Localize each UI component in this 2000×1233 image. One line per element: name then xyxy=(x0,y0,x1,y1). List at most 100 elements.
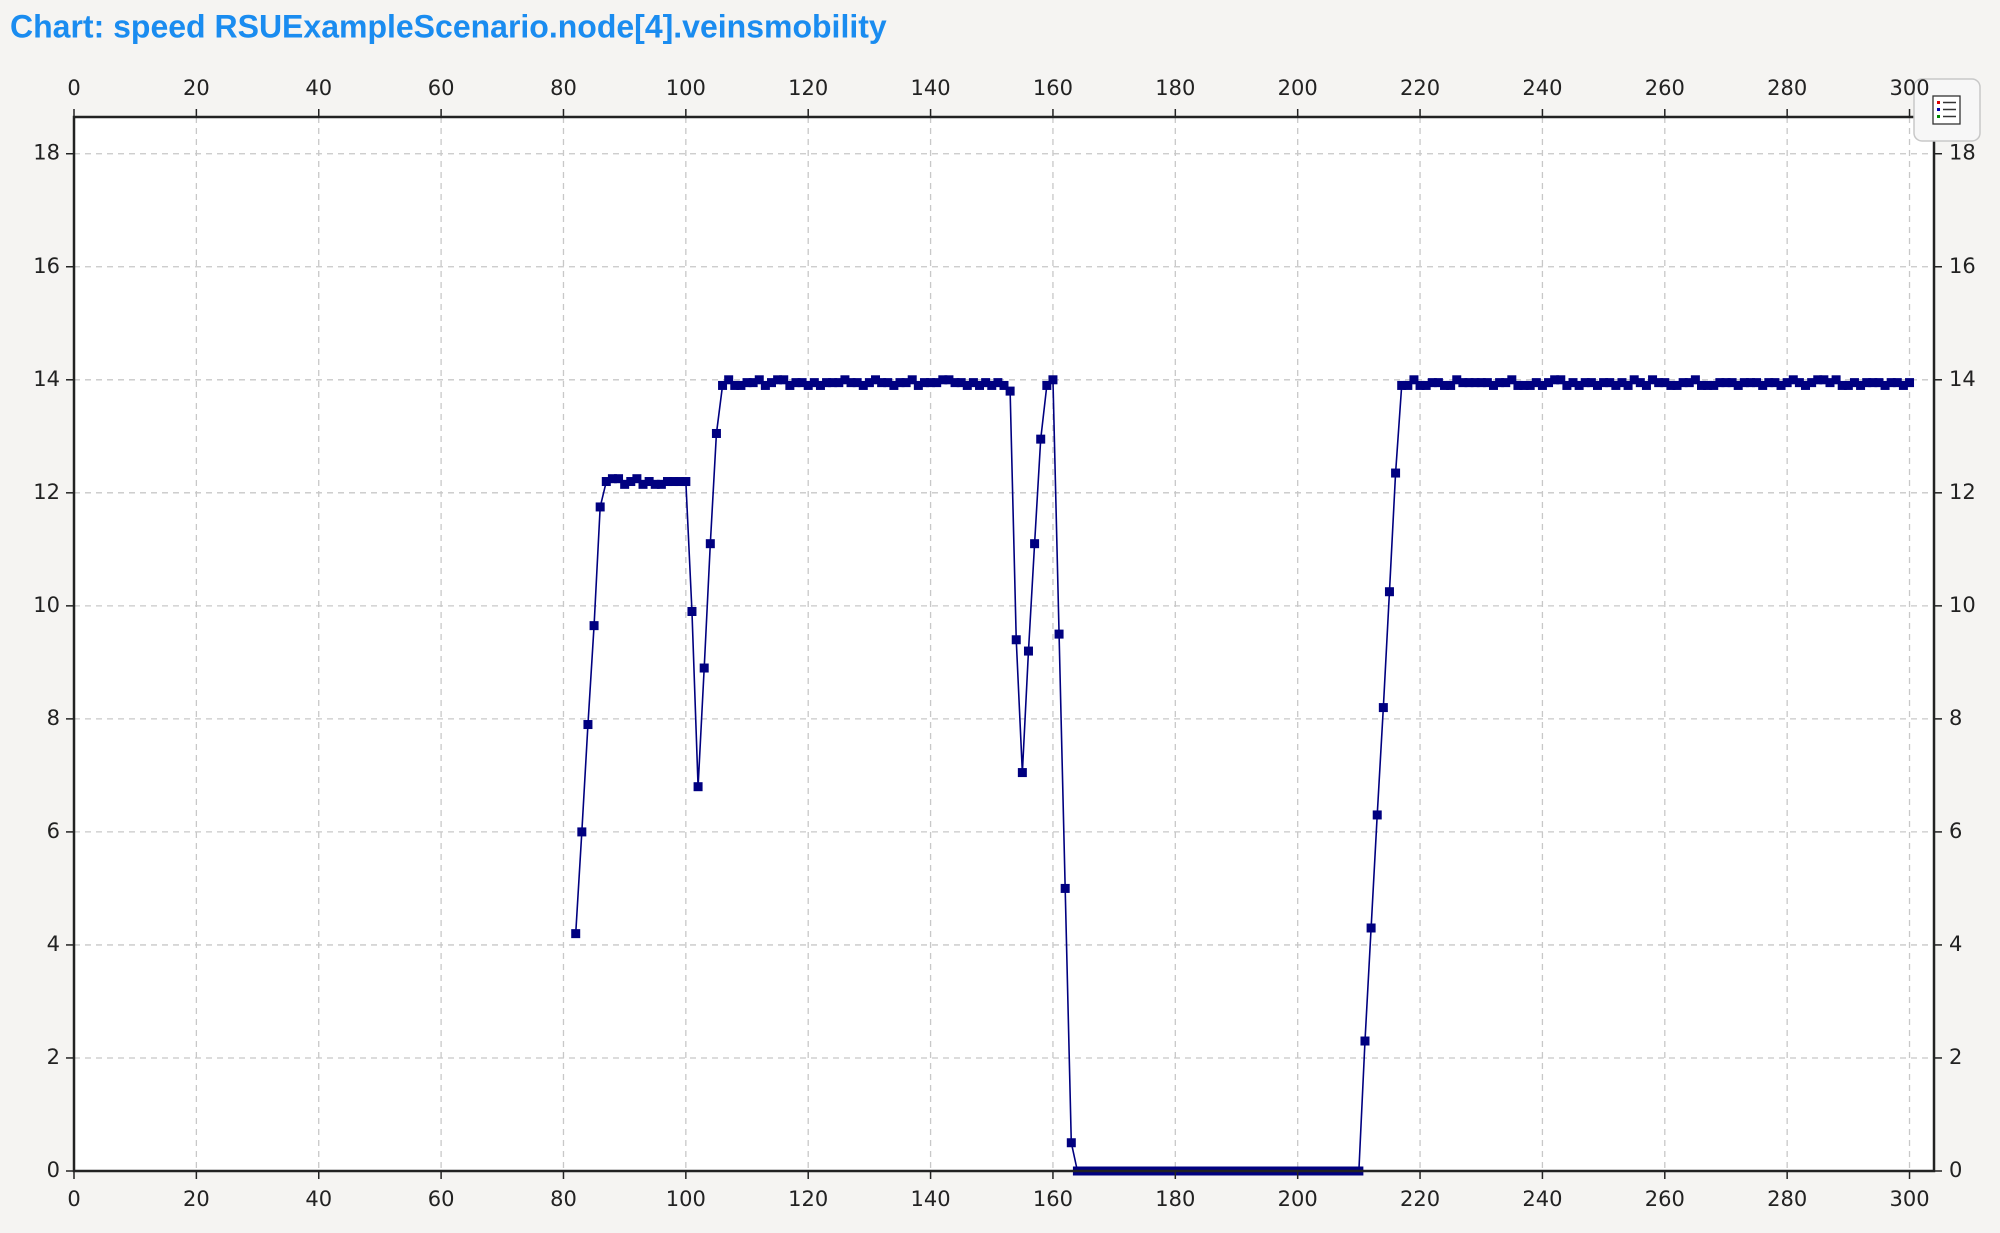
data-point xyxy=(626,477,636,487)
data-point xyxy=(1715,378,1725,388)
data-point xyxy=(1660,378,1670,388)
data-point xyxy=(1537,380,1547,390)
data-point xyxy=(1446,380,1456,390)
data-point xyxy=(779,375,789,385)
y-tick-label-right: 14 xyxy=(1949,367,1976,391)
data-point xyxy=(1868,378,1878,388)
data-point xyxy=(1678,378,1688,388)
data-point xyxy=(975,380,985,390)
data-point xyxy=(932,378,942,388)
data-point xyxy=(1862,378,1872,388)
data-point xyxy=(1654,378,1664,388)
data-point xyxy=(1605,378,1615,388)
data-point xyxy=(1617,378,1627,388)
data-point xyxy=(1629,375,1639,385)
legend-button[interactable] xyxy=(1913,78,1981,142)
data-point xyxy=(1556,375,1566,385)
data-point xyxy=(1745,378,1755,388)
x-tick-label-top: 260 xyxy=(1645,76,1685,100)
data-point xyxy=(938,375,948,385)
data-point xyxy=(662,477,672,487)
data-point xyxy=(1550,375,1560,385)
data-point xyxy=(1409,375,1419,385)
data-point xyxy=(1794,378,1804,388)
y-tick-label: 2 xyxy=(47,1045,60,1069)
data-point xyxy=(1641,380,1651,390)
data-point xyxy=(1880,380,1890,390)
y-tick-label: 12 xyxy=(33,480,60,504)
data-point xyxy=(1886,378,1896,388)
y-tick-label: 4 xyxy=(47,932,60,956)
data-point xyxy=(962,380,972,390)
data-point xyxy=(1568,378,1578,388)
x-tick-label: 140 xyxy=(911,1187,951,1211)
data-point xyxy=(1488,380,1498,390)
data-point xyxy=(687,607,697,617)
data-point xyxy=(1048,375,1058,385)
data-point xyxy=(981,378,991,388)
data-point xyxy=(993,378,1003,388)
data-point xyxy=(1366,923,1376,933)
data-point xyxy=(669,477,679,487)
data-point xyxy=(1782,378,1792,388)
y-tick-label: 6 xyxy=(47,819,60,843)
data-point xyxy=(1391,468,1401,478)
data-point xyxy=(773,375,783,385)
data-point xyxy=(638,479,648,489)
data-point xyxy=(999,380,1009,390)
data-point xyxy=(1440,380,1450,390)
data-point xyxy=(1452,375,1462,385)
x-tick-label: 240 xyxy=(1522,1187,1562,1211)
data-point xyxy=(1372,810,1382,820)
data-point xyxy=(803,380,813,390)
data-point xyxy=(1580,378,1590,388)
data-point xyxy=(1519,380,1529,390)
y-tick-label: 0 xyxy=(47,1158,60,1182)
data-point xyxy=(797,378,807,388)
data-point xyxy=(1697,380,1706,390)
x-tick-label-top: 240 xyxy=(1522,76,1562,100)
x-tick-label: 300 xyxy=(1889,1187,1929,1211)
data-point xyxy=(822,378,832,388)
data-point xyxy=(1054,629,1064,639)
data-point xyxy=(736,380,746,390)
data-point xyxy=(589,621,599,631)
plot-frame xyxy=(72,115,1936,1173)
data-point xyxy=(1739,378,1749,388)
x-tick-label-top: 120 xyxy=(788,76,828,100)
y-tick-label-right: 6 xyxy=(1949,819,1962,843)
data-point xyxy=(871,375,881,385)
data-point xyxy=(650,479,660,489)
data-point xyxy=(699,663,709,673)
data-point xyxy=(1384,587,1394,597)
data-point xyxy=(1501,378,1511,388)
data-point xyxy=(791,378,801,388)
data-point xyxy=(987,380,997,390)
data-point xyxy=(1599,378,1609,388)
data-point xyxy=(681,477,691,487)
chart-title: Chart: speed RSUExampleScenario.node[4].… xyxy=(10,8,887,44)
x-tick-label: 260 xyxy=(1645,1187,1685,1211)
data-point xyxy=(1788,375,1798,385)
x-tick-label: 100 xyxy=(666,1187,706,1211)
data-point xyxy=(840,375,850,385)
data-point xyxy=(968,378,978,388)
x-tick-label-top: 160 xyxy=(1033,76,1073,100)
data-point xyxy=(754,375,764,385)
data-point xyxy=(889,380,899,390)
data-point xyxy=(1721,378,1731,388)
y-tick-label: 14 xyxy=(33,367,60,391)
data-point xyxy=(607,474,617,484)
data-point xyxy=(1849,378,1859,388)
data-point xyxy=(767,378,776,388)
data-point xyxy=(711,428,721,438)
data-point xyxy=(644,477,654,487)
x-tick-label-top: 60 xyxy=(428,76,455,100)
data-point xyxy=(834,378,844,388)
legend-icon-dot xyxy=(1937,115,1940,118)
x-tick-label-top: 180 xyxy=(1155,76,1195,100)
data-point xyxy=(577,827,587,837)
data-point xyxy=(1807,378,1817,388)
data-point xyxy=(1011,635,1021,645)
